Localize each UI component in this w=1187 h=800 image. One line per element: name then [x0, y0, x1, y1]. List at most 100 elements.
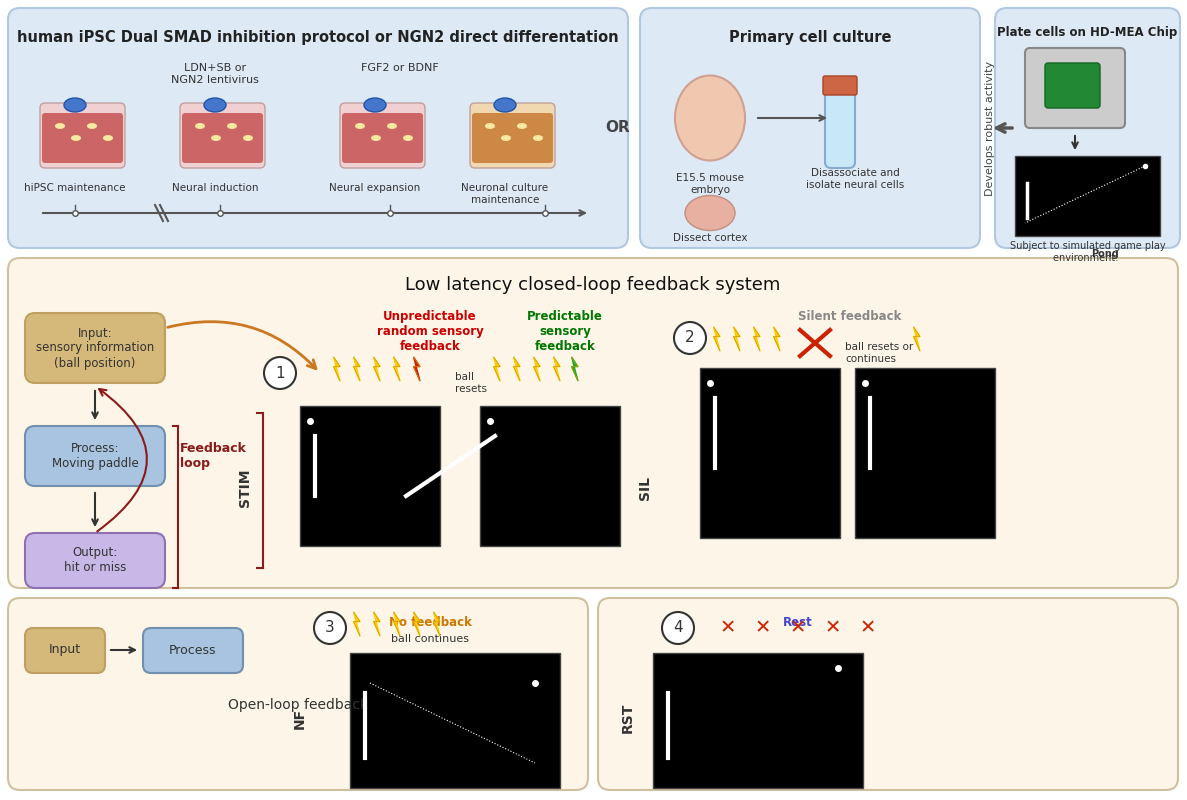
- Text: OR: OR: [605, 121, 630, 135]
- Polygon shape: [514, 357, 520, 381]
- Text: Process:
Moving paddle: Process: Moving paddle: [51, 442, 139, 470]
- Ellipse shape: [55, 123, 65, 129]
- Ellipse shape: [227, 123, 237, 129]
- Text: hiPSC maintenance: hiPSC maintenance: [24, 183, 126, 193]
- Polygon shape: [413, 357, 420, 381]
- FancyBboxPatch shape: [339, 103, 425, 168]
- Text: Unpredictable
random sensory
feedback: Unpredictable random sensory feedback: [376, 310, 483, 353]
- Polygon shape: [534, 357, 540, 381]
- Ellipse shape: [355, 123, 364, 129]
- Bar: [855, 368, 995, 538]
- Text: ball
resets: ball resets: [455, 372, 487, 394]
- Ellipse shape: [533, 135, 542, 141]
- FancyBboxPatch shape: [825, 78, 855, 168]
- FancyBboxPatch shape: [8, 8, 628, 248]
- FancyBboxPatch shape: [342, 113, 423, 163]
- Ellipse shape: [211, 135, 221, 141]
- FancyBboxPatch shape: [8, 598, 588, 790]
- FancyBboxPatch shape: [470, 103, 556, 168]
- Text: SIL: SIL: [637, 476, 652, 500]
- Bar: [1015, 156, 1160, 236]
- Bar: [480, 406, 620, 546]
- Polygon shape: [494, 357, 500, 381]
- FancyBboxPatch shape: [472, 113, 553, 163]
- Text: Neural expansion: Neural expansion: [329, 183, 420, 193]
- Text: FGF2 or BDNF: FGF2 or BDNF: [361, 63, 439, 73]
- Text: Open-loop feedback: Open-loop feedback: [228, 698, 368, 712]
- FancyBboxPatch shape: [1045, 63, 1100, 108]
- FancyBboxPatch shape: [1026, 48, 1125, 128]
- Ellipse shape: [404, 135, 413, 141]
- Circle shape: [662, 612, 694, 644]
- Polygon shape: [914, 327, 920, 351]
- Text: Low latency closed-loop feedback system: Low latency closed-loop feedback system: [405, 276, 781, 294]
- Text: Process: Process: [170, 643, 217, 657]
- Text: Pong: Pong: [1092, 249, 1119, 259]
- Text: ball continues: ball continues: [391, 634, 469, 644]
- Polygon shape: [354, 357, 360, 381]
- Text: E15.5 mouse
embryo: E15.5 mouse embryo: [677, 173, 744, 194]
- Polygon shape: [774, 327, 780, 351]
- Text: Plate cells on HD-MEA Chip: Plate cells on HD-MEA Chip: [997, 26, 1178, 39]
- Polygon shape: [713, 327, 721, 351]
- Ellipse shape: [518, 123, 527, 129]
- Text: Input: Input: [49, 643, 81, 657]
- Text: ball resets or
continues: ball resets or continues: [845, 342, 913, 364]
- FancyBboxPatch shape: [640, 8, 980, 248]
- Ellipse shape: [387, 123, 396, 129]
- Polygon shape: [553, 357, 560, 381]
- Text: RST: RST: [621, 703, 635, 733]
- Ellipse shape: [501, 135, 510, 141]
- Text: ✕: ✕: [859, 618, 876, 638]
- Ellipse shape: [195, 123, 205, 129]
- Ellipse shape: [685, 195, 735, 230]
- FancyBboxPatch shape: [823, 76, 857, 95]
- Text: Output:
hit or miss: Output: hit or miss: [64, 546, 126, 574]
- Circle shape: [315, 612, 345, 644]
- Text: ✕: ✕: [719, 618, 736, 638]
- FancyBboxPatch shape: [180, 103, 265, 168]
- Circle shape: [264, 357, 296, 389]
- Text: Neural induction: Neural induction: [172, 183, 259, 193]
- Text: ✕: ✕: [755, 618, 772, 638]
- Bar: [300, 406, 440, 546]
- Text: human iPSC Dual SMAD inhibition protocol or NGN2 direct differentation: human iPSC Dual SMAD inhibition protocol…: [17, 30, 618, 45]
- FancyBboxPatch shape: [25, 426, 165, 486]
- Text: 4: 4: [673, 621, 683, 635]
- Polygon shape: [354, 612, 360, 636]
- Text: Disassociate and
isolate neural cells: Disassociate and isolate neural cells: [806, 168, 904, 190]
- Polygon shape: [394, 612, 400, 636]
- Polygon shape: [334, 357, 339, 381]
- Polygon shape: [413, 612, 420, 636]
- Ellipse shape: [364, 98, 386, 112]
- FancyBboxPatch shape: [42, 113, 123, 163]
- Text: Silent feedback: Silent feedback: [799, 310, 902, 323]
- Text: 3: 3: [325, 621, 335, 635]
- FancyBboxPatch shape: [8, 258, 1178, 588]
- Polygon shape: [734, 327, 740, 351]
- FancyBboxPatch shape: [995, 8, 1180, 248]
- FancyBboxPatch shape: [598, 598, 1178, 790]
- Text: Neuronal culture
maintenance: Neuronal culture maintenance: [462, 183, 548, 205]
- Polygon shape: [572, 357, 578, 381]
- FancyBboxPatch shape: [142, 628, 243, 673]
- Text: Feedback
loop: Feedback loop: [180, 442, 247, 470]
- FancyArrowPatch shape: [97, 389, 147, 531]
- Ellipse shape: [64, 98, 85, 112]
- Bar: [700, 368, 840, 538]
- Polygon shape: [374, 357, 380, 381]
- Polygon shape: [394, 357, 400, 381]
- Polygon shape: [433, 612, 440, 636]
- Bar: [653, 653, 863, 788]
- Text: Input:
sensory information
(ball position): Input: sensory information (ball positio…: [36, 326, 154, 370]
- Text: STIM: STIM: [239, 469, 252, 507]
- Text: 1: 1: [275, 366, 285, 381]
- Text: Dissect cortex: Dissect cortex: [673, 233, 748, 243]
- Circle shape: [674, 322, 706, 354]
- Text: Predictable
sensory
feedback: Predictable sensory feedback: [527, 310, 603, 353]
- Ellipse shape: [485, 123, 495, 129]
- Ellipse shape: [204, 98, 226, 112]
- Text: No feedback: No feedback: [388, 616, 471, 629]
- Text: ✕: ✕: [789, 618, 806, 638]
- Polygon shape: [754, 327, 760, 351]
